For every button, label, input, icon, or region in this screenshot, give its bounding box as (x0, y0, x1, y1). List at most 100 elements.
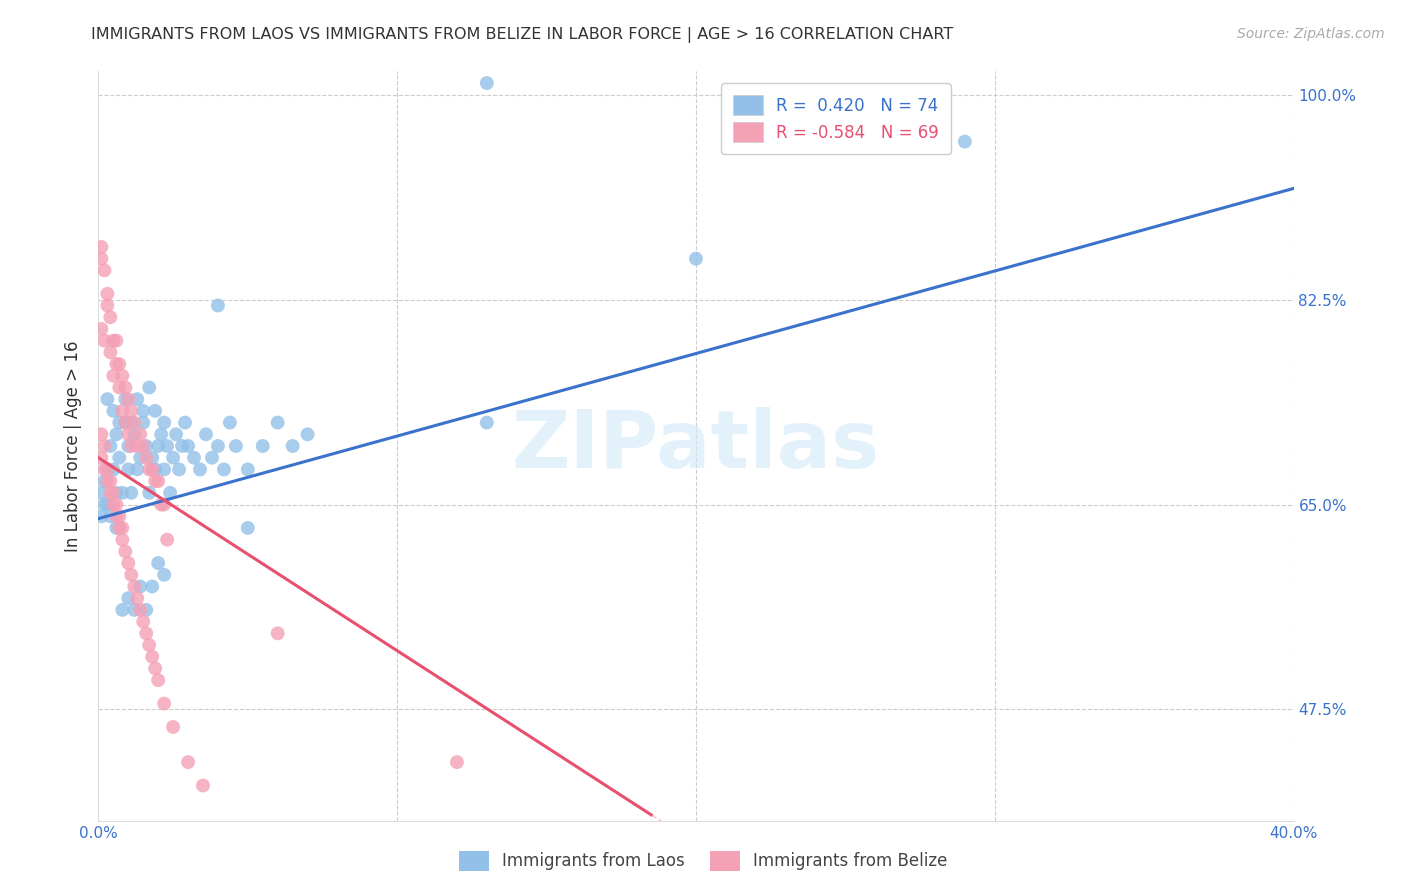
Point (117, 591, 139, 606)
Point (153, 416, 176, 430)
Point (141, 649, 163, 664)
Point (105, 521, 128, 535)
Point (148, 439, 170, 453)
Point (98, 485, 122, 500)
Point (207, 298, 229, 313)
Point (201, 450, 224, 465)
Y-axis label: In Labor Force | Age > 16: In Labor Force | Age > 16 (65, 340, 83, 552)
Point (143, 474, 166, 488)
Point (127, 439, 149, 453)
Point (114, 544, 136, 558)
Point (297, 427, 319, 442)
Point (93, 474, 115, 488)
Point (267, 416, 290, 430)
Point (120, 416, 142, 430)
Point (111, 404, 134, 418)
Point (111, 368, 134, 383)
Point (143, 661, 166, 675)
Point (135, 603, 157, 617)
Point (103, 404, 125, 418)
Point (98, 439, 122, 453)
Point (117, 556, 139, 570)
Point (446, 755, 468, 769)
Point (219, 416, 242, 430)
Point (153, 498, 176, 512)
Point (141, 580, 163, 594)
Legend: R =  0.420   N = 74, R = -0.584   N = 69: R = 0.420 N = 74, R = -0.584 N = 69 (721, 84, 950, 154)
Point (177, 439, 200, 453)
Point (111, 603, 134, 617)
Point (108, 509, 131, 524)
Point (177, 755, 200, 769)
Point (103, 498, 125, 512)
Point (93, 498, 115, 512)
Point (148, 673, 170, 688)
Point (90, 322, 112, 336)
Point (132, 404, 155, 418)
Point (114, 392, 136, 407)
Point (195, 427, 218, 442)
Point (150, 498, 173, 512)
Point (111, 533, 134, 547)
Point (162, 720, 184, 734)
Point (120, 439, 142, 453)
Point (475, 76, 498, 90)
Point (93, 462, 115, 476)
Point (141, 462, 163, 476)
Point (159, 485, 181, 500)
Point (98, 310, 122, 325)
Point (127, 462, 149, 476)
Point (111, 485, 134, 500)
Point (117, 392, 139, 407)
Point (93, 439, 115, 453)
Point (138, 485, 160, 500)
Point (108, 521, 131, 535)
Point (153, 697, 176, 711)
Point (105, 334, 128, 348)
Point (267, 626, 290, 640)
Point (124, 580, 146, 594)
Point (90, 240, 112, 254)
Point (236, 462, 259, 476)
Point (105, 357, 128, 371)
Point (105, 485, 128, 500)
Point (252, 439, 274, 453)
Point (156, 533, 179, 547)
Point (156, 439, 179, 453)
Point (117, 439, 139, 453)
Point (225, 439, 247, 453)
Text: IMMIGRANTS FROM LAOS VS IMMIGRANTS FROM BELIZE IN LABOR FORCE | AGE > 16 CORRELA: IMMIGRANTS FROM LAOS VS IMMIGRANTS FROM … (91, 27, 953, 43)
Point (167, 462, 190, 476)
Text: Source: ZipAtlas.com: Source: ZipAtlas.com (1237, 27, 1385, 41)
Point (124, 603, 146, 617)
Point (103, 368, 125, 383)
Point (183, 450, 205, 465)
Point (96, 462, 118, 476)
Point (212, 462, 235, 476)
Point (93, 263, 115, 277)
Point (188, 462, 211, 476)
Point (120, 485, 142, 500)
Point (138, 380, 160, 394)
Point (141, 450, 163, 465)
Point (135, 439, 157, 453)
Point (132, 416, 155, 430)
Point (150, 427, 173, 442)
Point (475, 416, 498, 430)
Point (143, 404, 166, 418)
Point (281, 439, 304, 453)
Point (98, 509, 122, 524)
Point (120, 404, 142, 418)
Point (191, 779, 214, 793)
Point (96, 498, 118, 512)
Point (120, 567, 142, 582)
Point (114, 416, 136, 430)
Point (124, 427, 146, 442)
Point (90, 509, 112, 524)
Point (138, 462, 160, 476)
Point (129, 450, 152, 465)
Point (127, 591, 149, 606)
Point (117, 427, 139, 442)
Point (132, 615, 155, 629)
Point (953, 135, 976, 149)
